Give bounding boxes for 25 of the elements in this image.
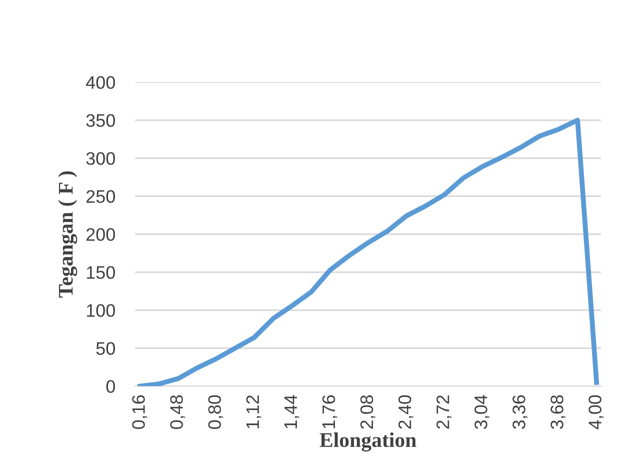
y-tick-label: 300: [86, 152, 115, 165]
y-tick-label: 250: [86, 190, 115, 203]
x-tick-label: 3,04: [474, 395, 490, 429]
y-tick-label: 50: [96, 342, 115, 355]
y-tick-label: 100: [86, 304, 115, 317]
x-tick-label: 2,72: [436, 395, 452, 429]
x-tick-label: 4,00: [588, 395, 604, 430]
y-axis-title: Tegangan ( F ): [58, 171, 78, 298]
y-tick-label: 200: [86, 228, 115, 241]
x-tick-label: 1,12: [246, 395, 262, 428]
x-tick-label: 1,44: [284, 395, 300, 428]
x-axis-title: Elongation: [320, 432, 416, 452]
line-series: [138, 118, 600, 386]
y-tick-label: 0: [106, 380, 115, 393]
y-tick-label: 350: [86, 114, 115, 127]
x-tick-label: 0,16: [132, 395, 148, 429]
x-tick-label: 2,08: [360, 395, 376, 429]
x-tick-label: 0,80: [208, 395, 224, 429]
y-tick-label: 150: [86, 266, 115, 279]
x-tick-label: 0,48: [170, 395, 186, 429]
x-tick-label: 3,68: [550, 395, 566, 429]
x-tick-label: 3,36: [512, 395, 528, 429]
x-tick-label: 1,76: [322, 395, 338, 428]
y-tick-label: 400: [86, 76, 115, 89]
x-tick-label: 2,40: [398, 395, 414, 429]
